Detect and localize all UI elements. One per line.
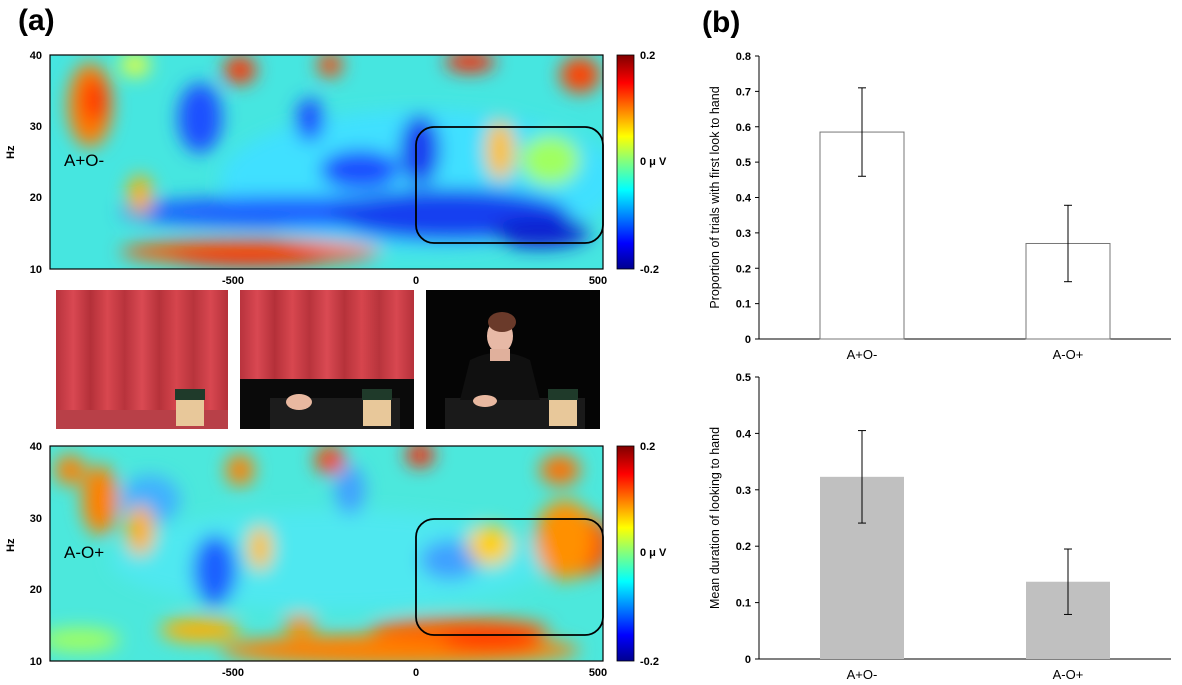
bar-chart-1-ylabel: Proportion of trials with first look to … [708, 86, 722, 308]
colorbar-1-zero: 0 μ V [640, 156, 667, 168]
condition-label-2: A-O+ [64, 543, 104, 562]
xtick-1-0: 0 [413, 275, 419, 287]
condition-label-1: A+O- [64, 151, 104, 170]
spectrogram-2: A-O+ Hz 40 30 20 10 -500 0 500 0.2 0 μ V… [5, 441, 667, 679]
spectrogram-2-heatmap [50, 446, 603, 661]
bar-chart-1-ytick-label: 0.2 [736, 263, 751, 275]
xtick-2-500: 500 [589, 667, 607, 679]
spectrogram-1: A+O- Hz 40 30 20 10 -500 0 500 0.2 0 μ V… [5, 50, 667, 287]
bar-chart-2-ylabel: Mean duration of looking to hand [708, 427, 722, 609]
ytick-1-10: 10 [30, 264, 42, 276]
bar-chart-looking-duration: 0 0.1 0.2 0.3 0.4 0.5 Mean duration of looking… [708, 372, 1171, 682]
bar-chart-first-look: 0 0.1 0.2 0.3 0.4 0.5 0.6 0.7 0.8 Proportion of t… [708, 51, 1171, 362]
highlight-box-2 [415, 518, 604, 636]
stimulus-frame-person [426, 290, 600, 429]
bar-chart-1-category-label: A+O- [847, 347, 878, 362]
bar-chart-2-category-label: A-O+ [1053, 667, 1084, 682]
ytick-2-10: 10 [30, 656, 42, 668]
hz-axis-label-2: Hz [5, 538, 17, 552]
colorbar-2-max: 0.2 [640, 441, 655, 453]
bar-chart-1-ytick-label: 0 [745, 334, 751, 346]
bar-chart-1-ytick-label: 0.8 [736, 51, 751, 63]
ytick-1-30: 30 [30, 121, 42, 133]
stimulus-frames [56, 290, 600, 429]
colorbar-1-max: 0.2 [640, 50, 655, 62]
colorbar-2-min: -0.2 [640, 656, 659, 668]
bar-chart-2-ytick-label: 0.2 [736, 541, 751, 553]
ytick-2-40: 40 [30, 441, 42, 453]
bar-chart-1-ytick-label: 0.3 [736, 228, 751, 240]
bar-chart-1-ytick-label: 0.5 [736, 157, 751, 169]
colorbar-2-zero: 0 μ V [640, 547, 667, 559]
panel-a-label: (a) [18, 4, 55, 37]
bar-chart-1-ytick-label: 0.4 [736, 193, 752, 205]
bar-chart-1-ytick-label: 0.7 [736, 86, 751, 98]
bar-chart-2-ytick-label: 0.5 [736, 372, 751, 384]
xtick-2-0: 0 [413, 667, 419, 679]
hand-object [286, 394, 312, 410]
ytick-1-20: 20 [30, 192, 42, 204]
bar-chart-2-ytick-label: 0.1 [736, 598, 751, 610]
xtick-1-500: 500 [589, 275, 607, 287]
bar-chart-2-category-label: A+O- [847, 667, 878, 682]
bar-chart-1-category-label: A-O+ [1053, 347, 1084, 362]
stimulus-frame-hand [240, 290, 414, 429]
colorbar-2 [616, 445, 635, 662]
highlight-box-1 [415, 126, 604, 244]
hz-axis-label-1: Hz [5, 145, 17, 159]
colorbar-1-min: -0.2 [640, 264, 659, 276]
ytick-2-30: 30 [30, 513, 42, 525]
ytick-1-40: 40 [30, 50, 42, 62]
xtick-1-neg500: -500 [222, 275, 244, 287]
bar-chart-1-ytick-label: 0.1 [736, 299, 751, 311]
colorbar-1 [616, 54, 635, 270]
stimulus-frame-box [56, 290, 228, 429]
bar-chart-2-ytick-label: 0.3 [736, 485, 751, 497]
spectrogram-1-heatmap [50, 55, 603, 269]
bar-chart-1-ytick-label: 0.6 [736, 122, 751, 134]
ytick-2-20: 20 [30, 584, 42, 596]
panel-b-label: (b) [702, 6, 741, 39]
bar-chart-2-ytick-label: 0.4 [736, 428, 752, 440]
xtick-2-neg500: -500 [222, 667, 244, 679]
bar-chart-2-ytick-label: 0 [745, 654, 751, 666]
